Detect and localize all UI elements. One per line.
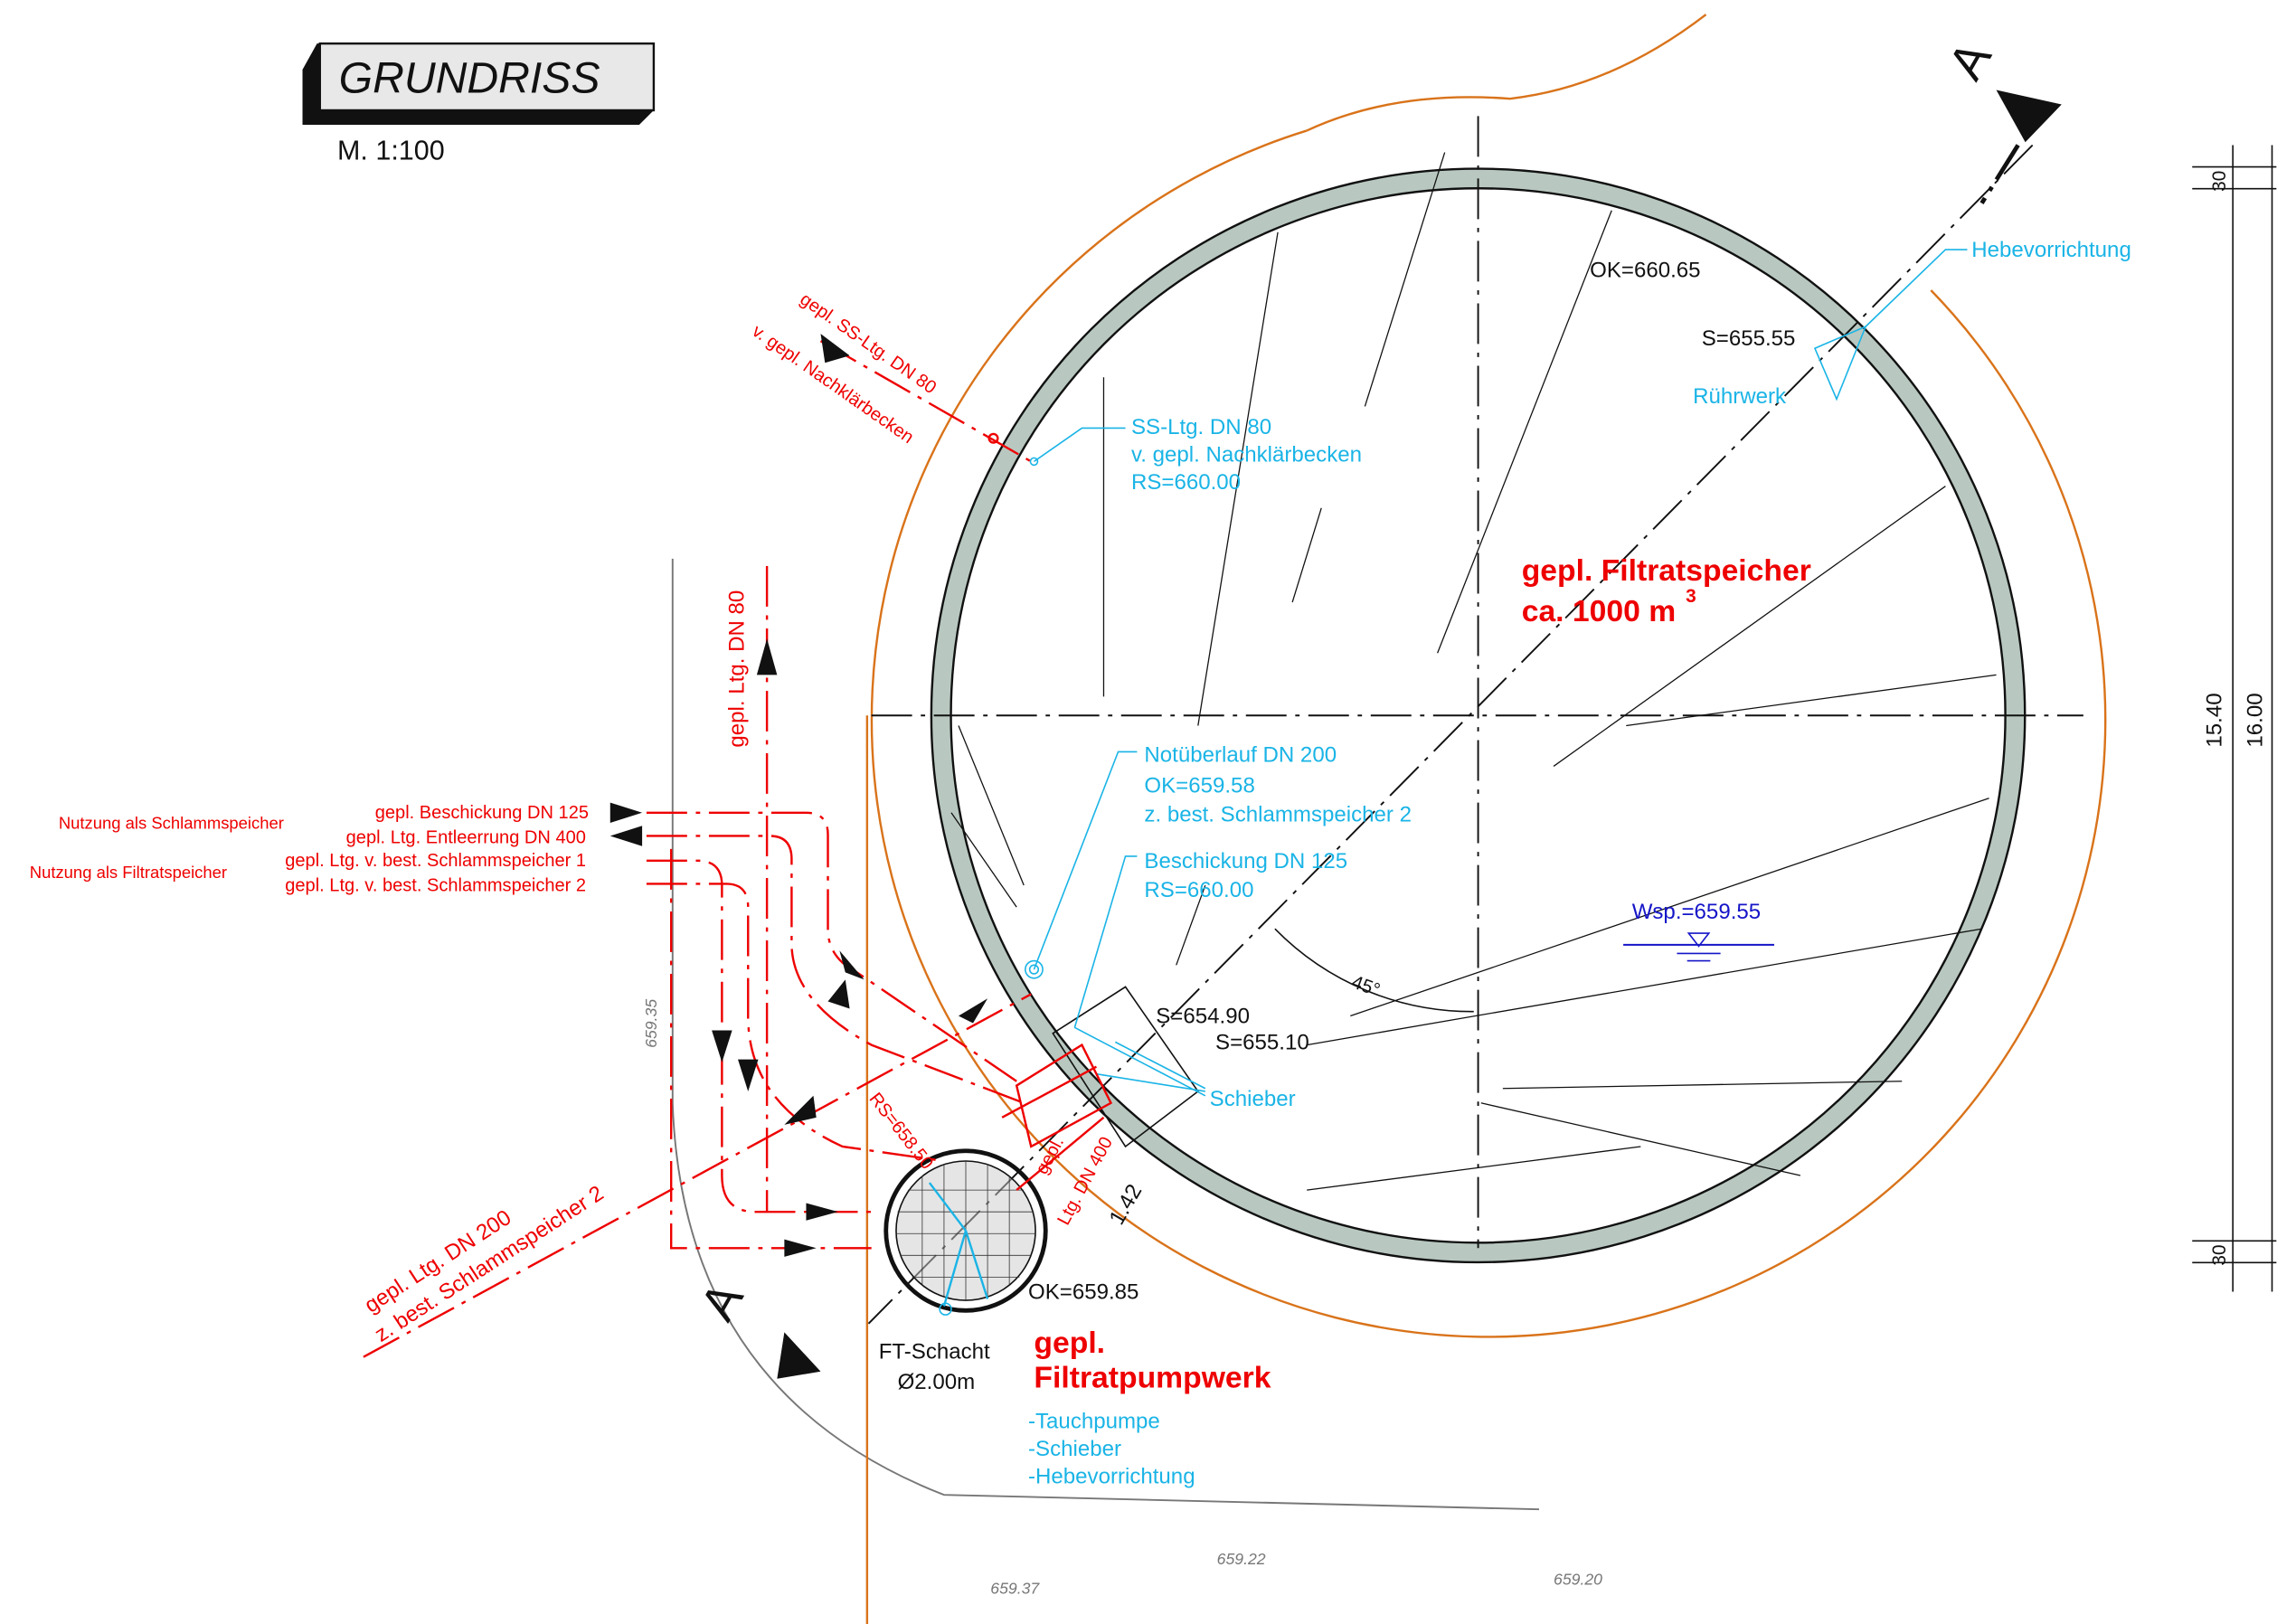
drawing-polygon xyxy=(806,1204,837,1221)
drawing-polygon xyxy=(712,1031,732,1062)
label: 3 xyxy=(1686,586,1696,607)
drawing-polygon xyxy=(610,803,642,823)
label: Nutzung als Filtratspeicher xyxy=(30,863,227,882)
drawing-polygon xyxy=(610,826,642,845)
label: A xyxy=(1938,32,2002,89)
drawing-path xyxy=(1307,14,1705,130)
label: OK=660.65 xyxy=(1590,259,1700,283)
label: 659.20 xyxy=(1554,1571,1602,1589)
drawing-polygon xyxy=(757,638,777,675)
label: -Schieber xyxy=(1028,1437,1121,1461)
label: v. gepl. Nachklärbecken xyxy=(1131,442,1362,467)
drawing-polygon xyxy=(828,979,850,1008)
drawing-path xyxy=(671,849,871,1248)
label: 30 xyxy=(2209,1244,2230,1265)
drawing-g xyxy=(1025,250,1968,1027)
drawing-line xyxy=(1626,675,1996,725)
label: A xyxy=(690,1273,754,1330)
label: gepl. Ltg. DN 80 xyxy=(724,590,749,748)
drawing-line xyxy=(1982,146,2018,203)
drawing-circle xyxy=(1030,965,1039,974)
label: RS=660.00 xyxy=(1144,878,1253,902)
label: OK=659.85 xyxy=(1028,1279,1138,1304)
label: 659.37 xyxy=(990,1579,1040,1597)
label: Schieber xyxy=(1210,1087,1296,1111)
drawing-line xyxy=(1115,1042,1205,1088)
label: S=655.55 xyxy=(1702,326,1796,351)
label: RS=658.50 xyxy=(865,1090,937,1174)
label: z. best. Schlammspeicher 2 xyxy=(1144,802,1412,826)
drawing-polygon xyxy=(738,1060,758,1091)
label: z. best. Schlammspeicher 2 xyxy=(371,1181,609,1347)
label: 659.22 xyxy=(1217,1550,1266,1568)
label: RS=660.00 xyxy=(1131,470,1241,495)
label: Hebevorrichtung xyxy=(1971,238,2131,262)
drawing-path xyxy=(647,861,879,1212)
label: 659.35 xyxy=(642,999,660,1048)
drawing-polygon xyxy=(777,1332,820,1378)
label: gepl. Ltg. Entleerrung DN 400 xyxy=(346,828,586,848)
drawing-line xyxy=(1503,1081,1902,1089)
label: S=655.10 xyxy=(1215,1030,1309,1054)
label: SS-Ltg. DN 80 xyxy=(1131,415,1271,439)
drawing-polygon xyxy=(784,1096,816,1125)
drawing-line xyxy=(1307,1147,1640,1190)
page: GRUNDRISS M. 1:100 OK=660.65 S=655.55 Rü… xyxy=(0,0,2277,1624)
labels: GRUNDRISS M. 1:100 OK=660.65 S=655.55 Rü… xyxy=(30,32,2267,1597)
drawing-line xyxy=(1307,929,1981,1044)
label: Rührwerk xyxy=(1693,384,1787,409)
label: Nutzung als Schlammspeicher xyxy=(59,813,284,832)
label: gepl. xyxy=(1034,1326,1105,1360)
drawing-line xyxy=(1292,508,1321,602)
label: 16.00 xyxy=(2243,693,2267,747)
label: ca. 1000 m xyxy=(1522,594,1676,628)
label: Filtratpumpwerk xyxy=(1034,1360,1271,1394)
label: gepl. Beschickung DN 125 xyxy=(375,803,589,823)
drawing-line xyxy=(1481,1103,1800,1176)
label: 30 xyxy=(2209,171,2230,192)
label: 15.40 xyxy=(2202,693,2226,747)
drawing-polygon xyxy=(784,1240,816,1257)
drawing: GRUNDRISS M. 1:100 OK=660.65 S=655.55 Rü… xyxy=(0,0,2277,1624)
label: OK=659.58 xyxy=(1144,773,1254,798)
label: -Tauchpumpe xyxy=(1028,1409,1160,1433)
label: GRUNDRISS xyxy=(339,54,600,103)
label: -Hebevorrichtung xyxy=(1028,1464,1195,1488)
label: gepl. Filtratspeicher xyxy=(1522,553,1811,588)
drawing-polyline xyxy=(1866,250,1967,326)
drawing-polygon xyxy=(1997,90,2062,143)
label: Notüberlauf DN 200 xyxy=(1144,743,1337,768)
label: v. gepl. Nachklärbecken xyxy=(749,321,918,448)
drawing-polyline xyxy=(1074,856,1137,1027)
drawing-circle xyxy=(1025,961,1043,978)
drawing-g xyxy=(610,90,2062,1379)
label: Ø2.00m xyxy=(898,1370,976,1394)
label: 45° xyxy=(1349,971,1384,1000)
label: S=654.90 xyxy=(1156,1005,1250,1029)
drawing-polyline xyxy=(1034,751,1137,969)
label: gepl. Ltg. v. best. Schlammspeicher 2 xyxy=(285,875,586,895)
drawing-polyline xyxy=(1034,428,1125,461)
label: Wsp.=659.55 xyxy=(1632,900,1761,924)
label: 1.42 xyxy=(1105,1180,1148,1229)
label: FT-Schacht xyxy=(879,1339,990,1364)
label: Beschickung DN 125 xyxy=(1144,849,1347,873)
label: M. 1:100 xyxy=(337,136,445,166)
label: gepl. Ltg. v. best. Schlammspeicher 1 xyxy=(285,851,586,871)
drawing-line xyxy=(1096,1074,1205,1091)
